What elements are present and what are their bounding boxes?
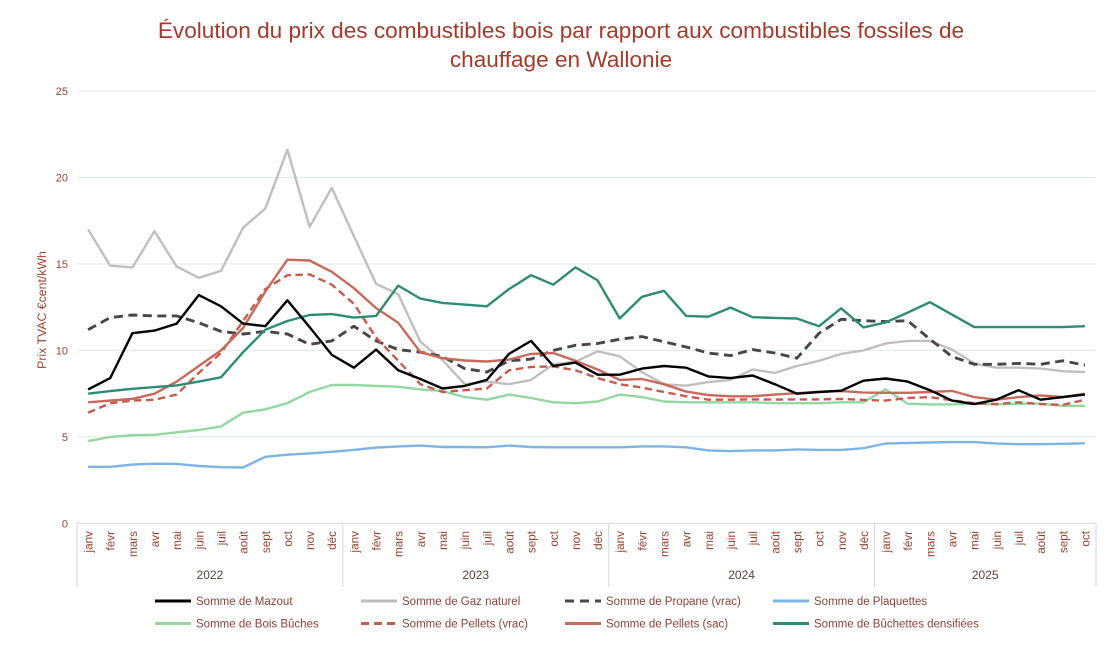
svg-text:août: août — [769, 530, 782, 554]
svg-text:mai: mai — [703, 531, 716, 550]
svg-text:Somme de Mazout: Somme de Mazout — [196, 596, 293, 608]
svg-text:mars: mars — [924, 531, 937, 557]
svg-text:Somme de Bois Bûches: Somme de Bois Bûches — [196, 619, 319, 631]
svg-text:févr: févr — [902, 531, 915, 551]
svg-text:mars: mars — [659, 531, 672, 557]
svg-text:août: août — [1035, 530, 1048, 554]
svg-text:Évolution du prix des combusti: Évolution du prix des combustibles bois … — [158, 18, 964, 43]
svg-text:juil: juil — [481, 531, 494, 546]
svg-text:avr: avr — [947, 531, 960, 547]
svg-text:avr: avr — [681, 531, 694, 547]
svg-text:oct: oct — [1079, 530, 1092, 546]
svg-text:0: 0 — [62, 518, 68, 530]
svg-text:janv: janv — [614, 531, 627, 554]
svg-text:nov: nov — [570, 531, 583, 550]
svg-text:Somme de Gaz naturel: Somme de Gaz naturel — [402, 596, 520, 608]
svg-text:25: 25 — [56, 86, 68, 98]
svg-text:Somme de Pellets (vrac): Somme de Pellets (vrac) — [402, 619, 528, 631]
svg-text:2023: 2023 — [462, 568, 489, 582]
svg-text:sept: sept — [791, 530, 804, 553]
svg-text:mars: mars — [393, 531, 406, 557]
svg-text:juin: juin — [193, 531, 206, 550]
svg-text:nov: nov — [304, 531, 317, 550]
svg-text:oct: oct — [548, 530, 561, 546]
svg-text:déc: déc — [592, 531, 605, 550]
svg-text:oct: oct — [814, 530, 827, 546]
svg-text:sept: sept — [260, 530, 273, 553]
svg-text:nov: nov — [836, 531, 849, 550]
svg-text:juin: juin — [459, 531, 472, 550]
svg-text:sept: sept — [1057, 530, 1070, 553]
svg-text:2024: 2024 — [728, 568, 755, 582]
svg-text:mai: mai — [969, 531, 982, 550]
svg-text:août: août — [504, 530, 517, 554]
svg-text:15: 15 — [56, 259, 68, 271]
svg-text:juil: juil — [747, 531, 760, 546]
svg-text:Somme de Bûchettes densifiées: Somme de Bûchettes densifiées — [814, 619, 979, 631]
svg-text:2022: 2022 — [197, 568, 224, 582]
svg-text:déc: déc — [326, 531, 339, 550]
svg-text:sept: sept — [526, 530, 539, 553]
svg-text:Somme de Pellets (sac): Somme de Pellets (sac) — [606, 619, 728, 631]
svg-text:mai: mai — [171, 531, 184, 550]
svg-text:Prix TVAC €cent/kWh: Prix TVAC €cent/kWh — [35, 251, 49, 369]
svg-text:déc: déc — [858, 531, 871, 550]
svg-text:20: 20 — [56, 173, 68, 185]
svg-text:avr: avr — [149, 531, 162, 547]
svg-text:mai: mai — [437, 531, 450, 550]
svg-text:janv: janv — [880, 531, 893, 554]
svg-text:janv: janv — [348, 531, 361, 554]
svg-text:5: 5 — [62, 432, 68, 444]
svg-text:chauffage en Wallonie: chauffage en Wallonie — [450, 47, 672, 72]
svg-text:oct: oct — [282, 530, 295, 546]
svg-text:Somme de Plaquettes: Somme de Plaquettes — [814, 596, 927, 608]
svg-text:févr: févr — [371, 531, 384, 551]
svg-text:févr: févr — [636, 531, 649, 551]
svg-text:Somme de Propane (vrac): Somme de Propane (vrac) — [606, 596, 741, 608]
svg-text:juil: juil — [1013, 531, 1026, 546]
svg-text:avr: avr — [415, 531, 428, 547]
svg-text:10: 10 — [56, 345, 68, 357]
svg-text:févr: févr — [105, 531, 118, 551]
svg-text:mars: mars — [127, 531, 140, 557]
svg-text:juin: juin — [725, 531, 738, 550]
svg-text:2025: 2025 — [972, 568, 999, 582]
svg-text:août: août — [238, 530, 251, 554]
svg-text:juil: juil — [216, 531, 229, 546]
svg-text:juin: juin — [991, 531, 1004, 550]
svg-text:janv: janv — [83, 531, 96, 554]
